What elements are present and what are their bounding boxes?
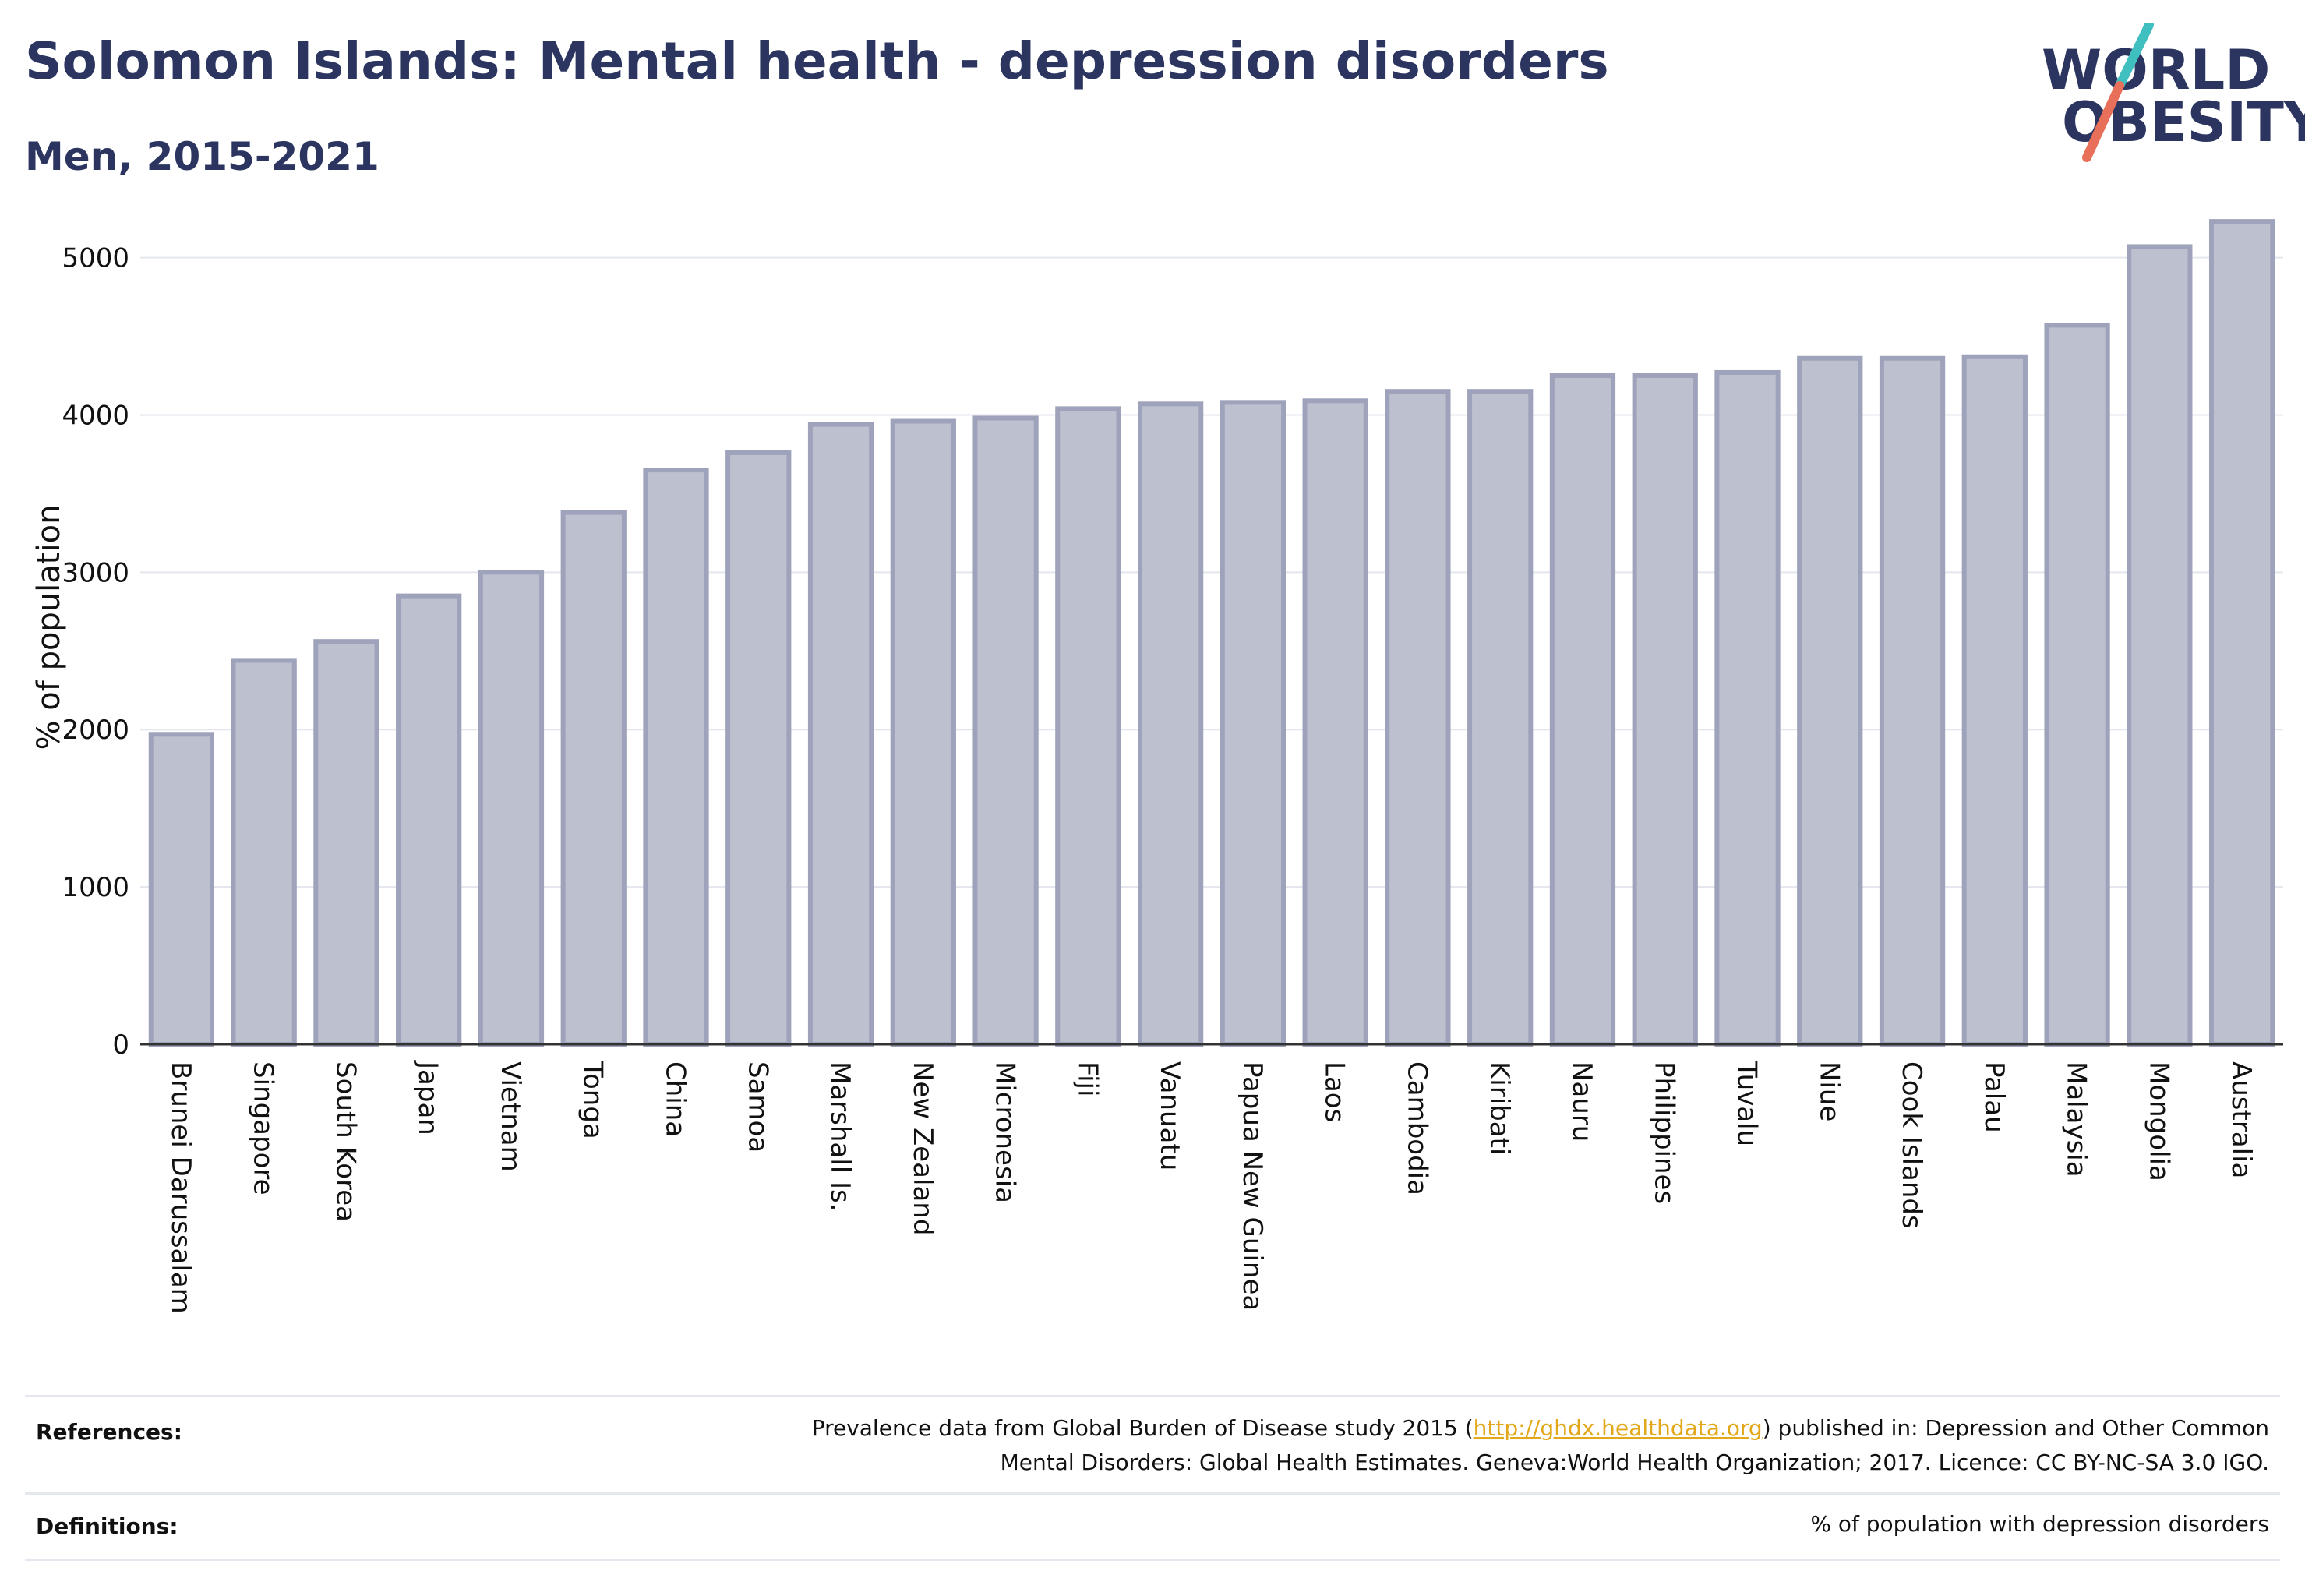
references-section: References: Prevalence data from Global … bbox=[25, 1395, 2280, 1561]
x-tick-label: Fiji bbox=[1071, 1061, 1103, 1096]
references-post: ) published in: Depression and Other Com… bbox=[1762, 1415, 2269, 1441]
x-tick-label: Nauru bbox=[1566, 1061, 1597, 1142]
bar bbox=[1961, 354, 2028, 1047]
references-label: References: bbox=[36, 1419, 182, 1445]
definitions-label: Definitions: bbox=[36, 1513, 178, 1539]
bar bbox=[807, 422, 874, 1047]
x-tick-label: Papua New Guinea bbox=[1237, 1061, 1268, 1311]
x-tick-label: Marshall Is. bbox=[824, 1061, 856, 1212]
y-tick-label: 0 bbox=[112, 1029, 129, 1061]
x-tick-label: Vietnam bbox=[495, 1061, 526, 1172]
x-tick-label: Laos bbox=[1319, 1061, 1350, 1122]
bar bbox=[2208, 219, 2275, 1047]
logo-line-1: WORLD bbox=[2042, 38, 2271, 102]
x-tick-label: Niue bbox=[1813, 1061, 1844, 1121]
x-tick-label: Vanuatu bbox=[1154, 1061, 1185, 1171]
bar bbox=[1797, 355, 1863, 1047]
references-pre: Prevalence data from Global Burden of Di… bbox=[811, 1415, 1474, 1441]
y-tick-label: 2000 bbox=[62, 715, 129, 746]
world-obesity-logo: WORLD OBESITY bbox=[2026, 23, 2305, 171]
bar bbox=[478, 570, 545, 1047]
x-tick-label: Malaysia bbox=[2061, 1061, 2092, 1178]
x-tick-label: Philippines bbox=[1649, 1061, 1680, 1204]
bar bbox=[2127, 244, 2193, 1047]
x-tick-label: Singapore bbox=[248, 1061, 279, 1195]
bar bbox=[1632, 373, 1698, 1047]
definitions-row: Definitions: % of population with depres… bbox=[25, 1492, 2280, 1561]
bar bbox=[725, 450, 792, 1047]
x-tick-label: Japan bbox=[412, 1060, 443, 1135]
references-row: References: Prevalence data from Global … bbox=[25, 1395, 2280, 1495]
chart-subtitle: Men, 2015-2021 bbox=[25, 134, 379, 179]
references-line-2: Mental Disorders: Global Health Estimate… bbox=[1000, 1449, 2269, 1475]
bar-chart: 0 1000 2000 3000 4000 5000 Brunei Darussalam S… bbox=[31, 219, 2283, 1314]
bar bbox=[1220, 400, 1287, 1047]
y-tick-label: 4000 bbox=[62, 400, 129, 431]
bar bbox=[1385, 389, 1451, 1047]
x-tick-label: South Korea bbox=[330, 1061, 361, 1222]
bar bbox=[313, 639, 379, 1047]
bar bbox=[148, 732, 215, 1047]
x-tick-label: China bbox=[660, 1061, 691, 1137]
references-link[interactable]: http://ghdx.healthdata.org bbox=[1473, 1415, 1763, 1441]
grid-lines bbox=[140, 256, 2283, 888]
x-tick-label: Palau bbox=[1978, 1061, 2010, 1133]
bar bbox=[560, 510, 627, 1047]
bars bbox=[148, 219, 2275, 1047]
bar bbox=[396, 593, 462, 1047]
x-tick-label: Samoa bbox=[742, 1061, 773, 1153]
y-tick-label: 3000 bbox=[62, 557, 129, 588]
x-tick-label: Kiribati bbox=[1484, 1061, 1515, 1155]
bar bbox=[1302, 398, 1368, 1047]
x-tick-label: Cambodia bbox=[1401, 1061, 1432, 1195]
bar bbox=[890, 418, 956, 1047]
bar bbox=[231, 658, 297, 1047]
bar bbox=[643, 468, 709, 1047]
x-tick-label: Brunei Darussalam bbox=[165, 1061, 196, 1314]
definitions-text: % of population with depression disorder… bbox=[1810, 1511, 2269, 1537]
x-tick-label: Tonga bbox=[577, 1061, 609, 1139]
logo-slash-icon bbox=[2082, 23, 2154, 162]
bar bbox=[1879, 355, 1946, 1047]
bar bbox=[1055, 406, 1121, 1047]
bar bbox=[1549, 373, 1616, 1047]
bar bbox=[972, 415, 1039, 1047]
x-tick-label: Tuvalu bbox=[1731, 1061, 1763, 1146]
x-tick-label: Mongolia bbox=[2143, 1061, 2174, 1181]
bar bbox=[1714, 369, 1781, 1047]
bar bbox=[1137, 401, 1204, 1047]
y-axis-ticks: 0 1000 2000 3000 4000 5000 bbox=[62, 243, 129, 1061]
references-text: Prevalence data from Global Burden of Di… bbox=[812, 1411, 2269, 1480]
y-axis-label: % of population bbox=[31, 505, 67, 750]
x-tick-label: Cook Islands bbox=[1896, 1061, 1927, 1229]
bar bbox=[1467, 389, 1534, 1047]
y-tick-label: 5000 bbox=[62, 243, 129, 274]
x-tick-label: New Zealand bbox=[907, 1061, 938, 1235]
chart-title: Solomon Islands: Mental health - depress… bbox=[25, 31, 1609, 91]
y-tick-label: 1000 bbox=[62, 872, 129, 903]
x-tick-label: Micronesia bbox=[990, 1061, 1021, 1203]
bar bbox=[2044, 323, 2110, 1047]
x-axis-ticks: Brunei Darussalam Singapore South Korea Jap… bbox=[165, 1060, 2257, 1314]
x-tick-label: Australia bbox=[2226, 1061, 2257, 1178]
